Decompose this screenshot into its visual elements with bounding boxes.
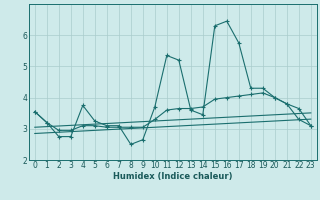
X-axis label: Humidex (Indice chaleur): Humidex (Indice chaleur) [113, 172, 233, 181]
